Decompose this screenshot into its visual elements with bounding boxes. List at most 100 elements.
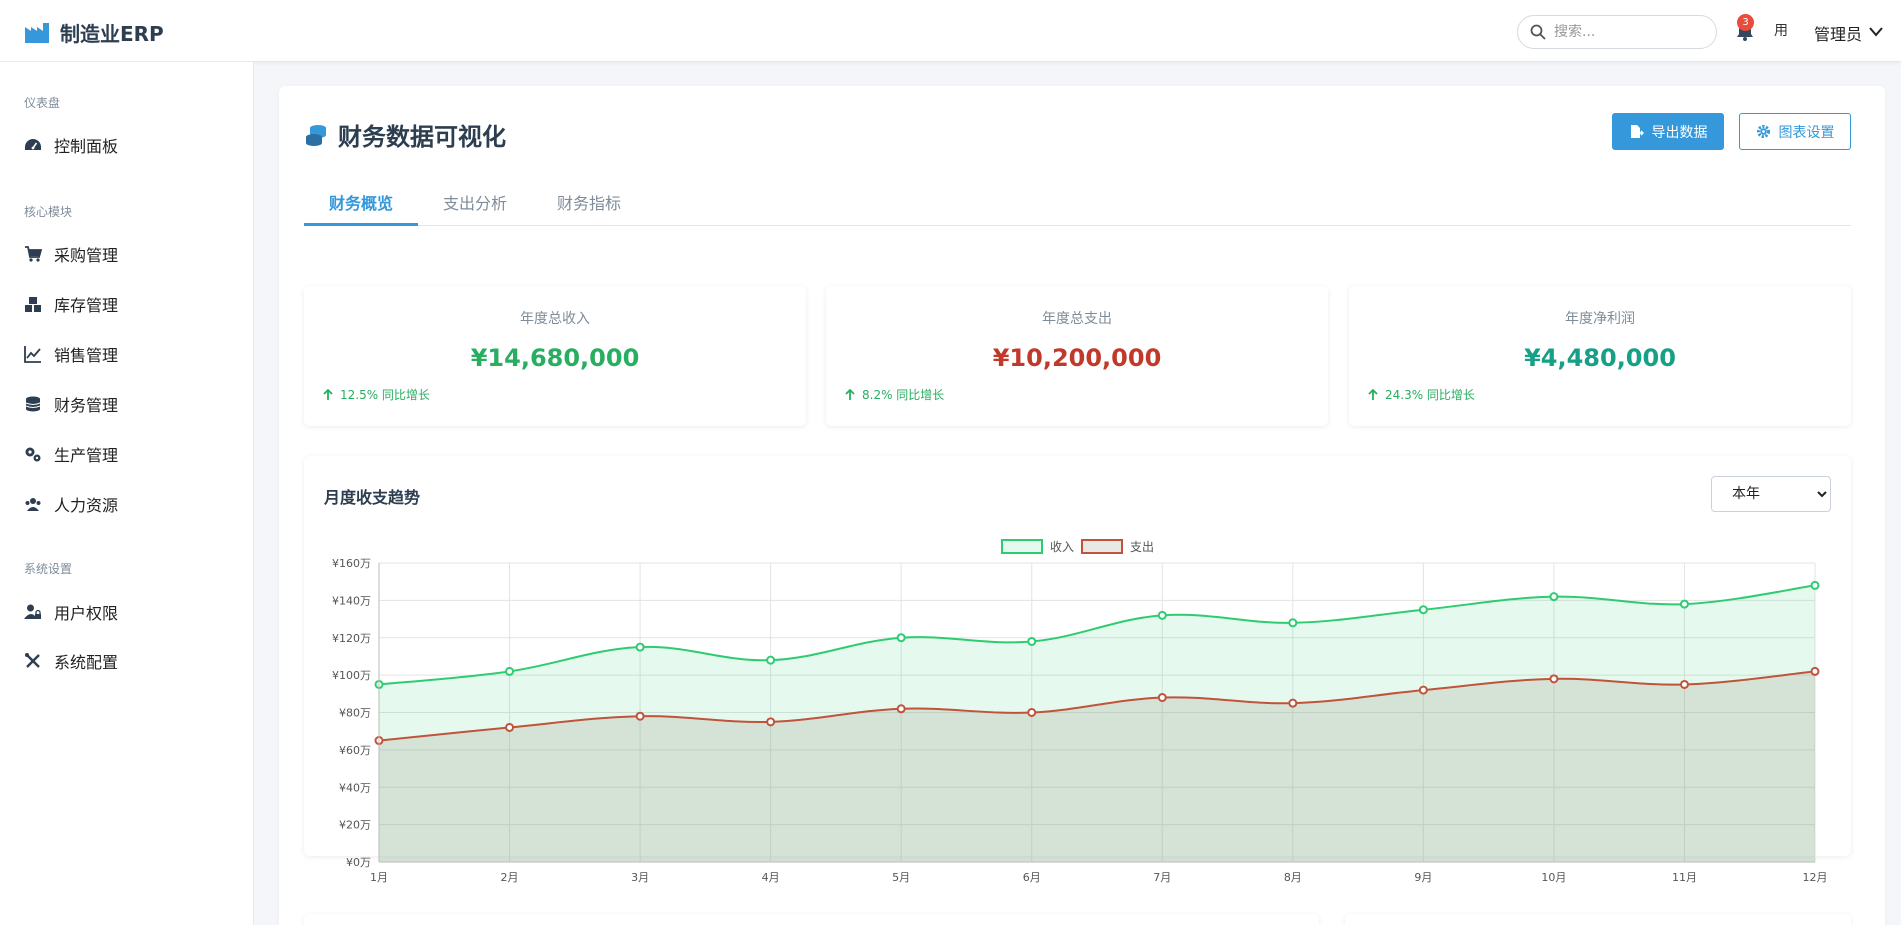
tab-finance-indicators[interactable]: 财务指标: [556, 194, 621, 213]
x-tick-label: 9月: [1414, 871, 1432, 884]
x-tick-label: 10月: [1541, 871, 1566, 884]
cart-icon: [25, 246, 42, 262]
settings-label: 图表设置: [1778, 124, 1835, 141]
notification-badge: 3: [1737, 14, 1754, 31]
y-tick-label: ¥40万: [339, 781, 371, 794]
stat-change-text: 12.5% 同比增长: [340, 388, 430, 402]
chevron-down-icon[interactable]: [1868, 25, 1884, 39]
y-tick-label: ¥60万: [339, 744, 371, 757]
legend-swatch: [1081, 539, 1123, 554]
boxes-icon: [25, 297, 41, 312]
data-point: [1157, 693, 1167, 703]
users-icon: [25, 498, 41, 511]
coins-icon: [25, 396, 41, 412]
sidebar-item-finance[interactable]: 财务管理: [24, 390, 234, 418]
arrow-up-icon: [1368, 388, 1378, 400]
search-box[interactable]: [1517, 15, 1717, 49]
chart-title: 月度收支趋势: [324, 488, 421, 507]
stat-value: ¥14,680,000: [470, 344, 640, 372]
search-input[interactable]: [1554, 24, 1704, 40]
chart-settings-button[interactable]: 图表设置: [1739, 113, 1851, 150]
search-icon: [1530, 24, 1546, 40]
x-tick-label: 1月: [370, 871, 388, 884]
cogs-icon: [25, 447, 41, 462]
data-point: [1288, 618, 1298, 628]
x-tick-label: 7月: [1153, 871, 1171, 884]
stat-card-income: 年度总收入 ¥14,680,000 12.5% 同比增长: [304, 286, 806, 426]
stat-label: 年度总收入: [520, 311, 590, 327]
x-tick-label: 12月: [1803, 871, 1828, 884]
sidebar-item-hr[interactable]: 人力资源: [24, 490, 234, 518]
x-tick-label: 2月: [501, 871, 519, 884]
sidebar-item-system-config[interactable]: 系统配置: [24, 647, 234, 675]
sidebar-item-inventory[interactable]: 库存管理: [24, 290, 234, 318]
chart-card: [304, 456, 1851, 856]
data-point: [1679, 599, 1689, 609]
y-tick-label: ¥100万: [332, 669, 371, 682]
sidebar-item-dashboard[interactable]: 控制面板: [24, 131, 234, 159]
sidebar-item-purchase[interactable]: 采购管理: [24, 240, 234, 268]
stat-change: 12.5% 同比增长: [322, 386, 430, 403]
sidebar: [0, 62, 254, 925]
bottom-card: [304, 914, 1319, 925]
series-line: [378, 584, 1816, 686]
y-tick-label: ¥160万: [332, 557, 371, 570]
data-point: [1810, 666, 1820, 676]
gear-icon: [1756, 125, 1770, 138]
income-expense-chart: ¥0万 ¥20万 ¥40万 ¥60万 ¥80万 ¥100万 ¥120万 ¥140万 ¥160万 1…: [332, 539, 1828, 884]
tab-finance-overview[interactable]: 财务概览: [304, 190, 418, 226]
stat-change-text: 8.2% 同比增长: [862, 388, 945, 402]
brand-name: 制造业ERP: [60, 22, 164, 46]
time-range-select[interactable]: 本年: [1711, 476, 1831, 512]
nav-group-title: 核心模块: [24, 205, 73, 219]
sidebar-item-sales[interactable]: 销售管理: [24, 340, 234, 368]
user-name[interactable]: 管理员: [1814, 25, 1863, 44]
tab-expense-analysis[interactable]: 支出分析: [442, 194, 507, 213]
tools-icon: [25, 653, 40, 668]
stat-change: 8.2% 同比增长: [844, 386, 944, 403]
stat-value: ¥10,200,000: [992, 344, 1162, 372]
sidebar-item-label: 控制面板: [54, 137, 119, 156]
export-data-button[interactable]: 导出数据: [1612, 113, 1724, 150]
x-tick-label: 3月: [631, 871, 649, 884]
sidebar-item-label: 系统配置: [54, 653, 119, 672]
page-title: 财务数据可视化: [304, 117, 506, 152]
x-tick-label: 5月: [892, 871, 910, 884]
data-point: [505, 666, 515, 676]
y-tick-label: ¥20万: [339, 819, 371, 832]
arrow-up-icon: [323, 388, 333, 400]
stat-change-text: 24.3% 同比增长: [1385, 388, 1475, 402]
user-lock-icon: [24, 604, 41, 619]
legend-swatch: [1001, 539, 1043, 554]
file-export-icon: [1630, 125, 1644, 138]
coins-icon: [306, 124, 326, 146]
dashboard-icon: [25, 139, 41, 150]
stat-card-profit: 年度净利润 ¥4,480,000 24.3% 同比增长: [1349, 286, 1851, 426]
sidebar-item-label: 生产管理: [54, 446, 119, 465]
y-tick-label: ¥0万: [346, 856, 371, 869]
data-point: [1810, 580, 1820, 590]
nav-group-title: 系统设置: [24, 562, 73, 576]
data-point: [1157, 610, 1167, 620]
sidebar-item-production[interactable]: 生产管理: [24, 440, 234, 468]
tab-bar: 财务概览 支出分析 财务指标: [304, 182, 1851, 226]
series-line: [378, 670, 1816, 742]
y-tick-label: ¥140万: [332, 594, 371, 607]
stat-value: ¥4,480,000: [1524, 344, 1676, 372]
x-tick-label: 11月: [1672, 871, 1697, 884]
legend-label: 收入: [1050, 540, 1074, 554]
data-point: [1027, 708, 1037, 717]
sidebar-item-label: 用户权限: [54, 604, 119, 623]
avatar[interactable]: 用: [1774, 23, 1788, 39]
brand[interactable]: 制造业ERP: [24, 18, 164, 47]
data-point: [1549, 674, 1559, 684]
x-tick-label: 8月: [1284, 871, 1302, 884]
series-area: [379, 585, 1815, 862]
data-point: [635, 711, 645, 721]
x-tick-label: 4月: [762, 871, 780, 884]
bottom-card: [1345, 914, 1851, 925]
data-point: [1418, 605, 1428, 615]
top-header: 制造业ERP 3 用 管理员: [0, 0, 1901, 62]
nav-group-title: 仪表盘: [24, 96, 61, 110]
sidebar-item-user-permissions[interactable]: 用户权限: [24, 598, 234, 626]
